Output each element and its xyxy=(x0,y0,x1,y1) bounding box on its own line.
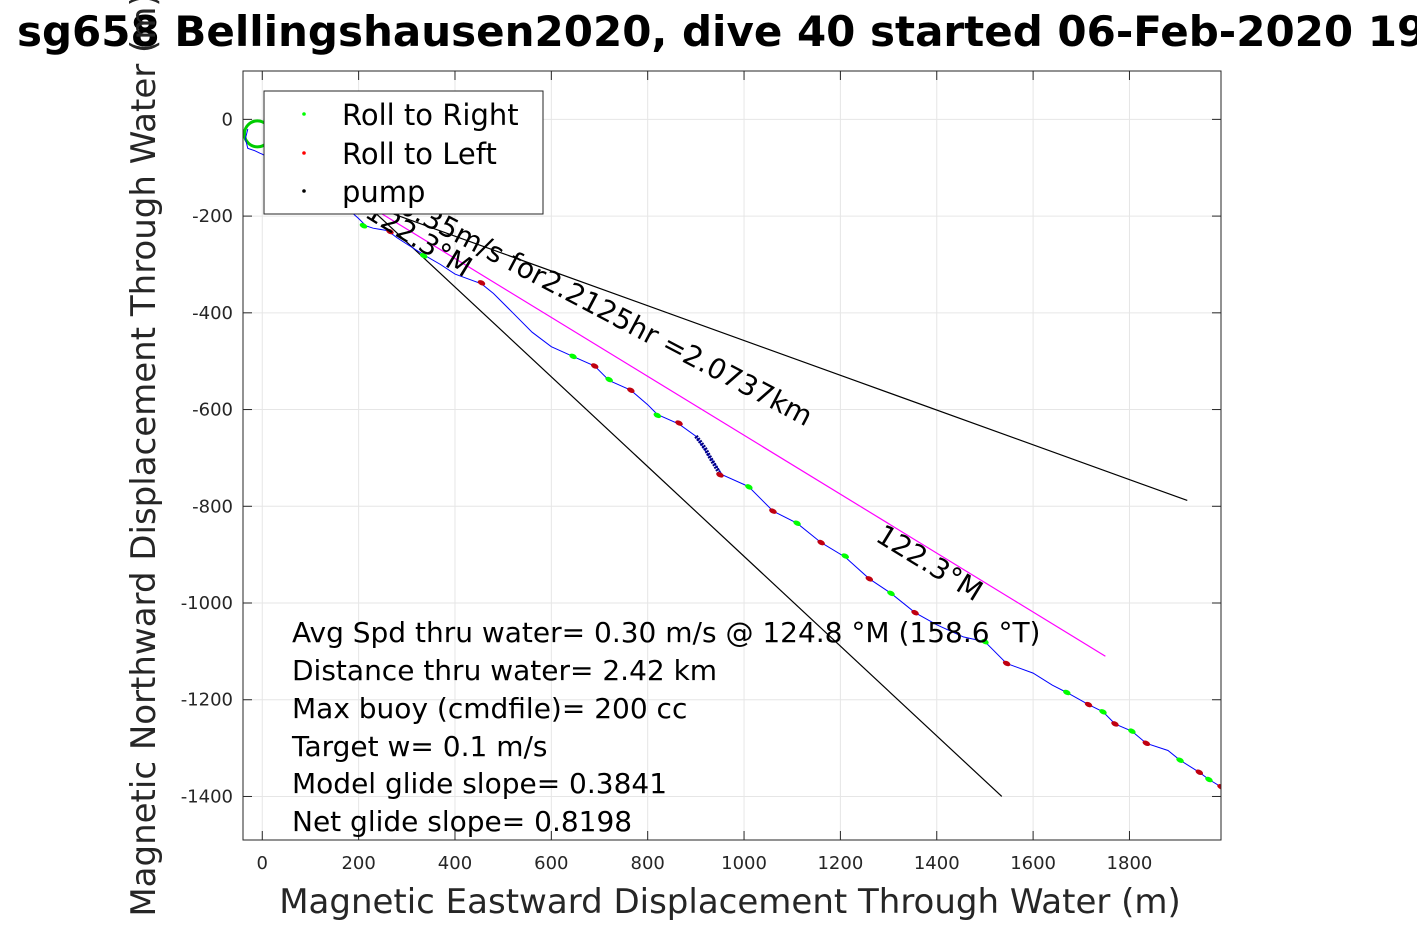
x-tick-label: 1400 xyxy=(914,853,960,874)
roll-left-point xyxy=(1195,769,1204,776)
annotation-line: Target w= 0.1 m/s xyxy=(291,730,548,763)
roll-left-point xyxy=(817,539,825,546)
x-axis-label: Magnetic Eastward Displacement Through W… xyxy=(279,882,1181,922)
roll-left-point xyxy=(716,472,724,478)
roll-left-point xyxy=(477,280,486,286)
roll-right-point xyxy=(1205,776,1213,783)
roll-left-point xyxy=(1111,721,1119,727)
pump-segment xyxy=(694,434,721,474)
legend-marker-roll-right xyxy=(302,112,306,116)
y-tick-label: -1000 xyxy=(181,593,233,614)
annotation-line: Model glide slope= 0.3841 xyxy=(292,767,667,800)
legend-label-roll-right: Roll to Right xyxy=(342,98,519,132)
roll-right-point xyxy=(569,353,577,360)
roll-left-point xyxy=(627,387,635,393)
x-tick-label: 0 xyxy=(257,853,268,874)
roll-left-point xyxy=(590,363,599,369)
plot-frame xyxy=(242,70,1222,841)
roll-left-point xyxy=(911,609,919,616)
roll-right-point xyxy=(745,484,753,490)
roll-right-point xyxy=(981,638,989,645)
x-tick-label: 1800 xyxy=(1107,853,1153,874)
current-line xyxy=(365,203,1188,502)
y-tick-label: 0 xyxy=(222,109,233,130)
y-tick-label: -400 xyxy=(192,303,233,324)
annotations: Avg Spd thru water= 0.30 m/s @ 124.8 °M … xyxy=(291,616,1040,838)
annotation-line: Max buoy (cmdfile)= 200 cc xyxy=(292,692,687,725)
legend-label-roll-left: Roll to Left xyxy=(342,137,497,171)
legend-label-pump: pump xyxy=(342,175,425,209)
chart-title: sg658 Bellingshausen2020, dive 40 starte… xyxy=(17,7,1417,56)
legend: Roll to Right Roll to Left pump xyxy=(263,90,544,215)
y-tick-label: -600 xyxy=(192,400,233,421)
roll-right-point xyxy=(841,553,849,559)
roll-right-point xyxy=(359,223,368,229)
y-tick-label: -1200 xyxy=(181,690,233,711)
x-tick-label: 1000 xyxy=(721,853,767,874)
x-tick-label: 200 xyxy=(341,853,375,874)
roll-right-point xyxy=(1176,757,1184,763)
y-tick-label: -1400 xyxy=(181,786,233,807)
roll-right-point xyxy=(1063,689,1071,696)
roll-right-point xyxy=(653,412,662,419)
roll-right-point xyxy=(605,376,613,383)
y-tick-label: -800 xyxy=(192,496,233,517)
x-tick-label: 400 xyxy=(438,853,472,874)
roll-right-point xyxy=(887,590,895,597)
roll-right-point xyxy=(1128,728,1136,734)
course-line xyxy=(365,203,1106,657)
legend-marker-pump xyxy=(302,189,306,193)
roll-right-point xyxy=(1099,709,1107,715)
x-tick-label: 1600 xyxy=(1010,853,1056,874)
x-tick-label: 600 xyxy=(534,853,568,874)
annotation-line: Distance thru water= 2.42 km xyxy=(292,654,717,687)
roll-left-point xyxy=(386,228,394,235)
y-tick-label: -200 xyxy=(192,206,233,227)
x-tick-label: 1200 xyxy=(817,853,863,874)
y-axis-label: Magnetic Northward Displacement Through … xyxy=(124,0,164,917)
roll-left-point xyxy=(865,576,874,582)
annotation-line: Avg Spd thru water= 0.30 m/s @ 124.8 °M … xyxy=(292,616,1040,649)
roll-left-point xyxy=(1217,784,1221,790)
roll-left-point xyxy=(675,420,683,426)
x-tick-label: 800 xyxy=(631,853,665,874)
roll-left-point xyxy=(1084,701,1093,708)
roll-right-point xyxy=(793,520,801,526)
annotation-line: Net glide slope= 0.8198 xyxy=(292,805,632,838)
legend-box xyxy=(263,90,544,215)
roll-left-point xyxy=(1002,660,1011,667)
roll-right-point xyxy=(419,252,428,259)
axis-ticks: 0 200 400 600 800 1000 1200 1400 1600 1800 0 -200 -4… xyxy=(181,71,1221,874)
roll-left-point xyxy=(769,508,777,514)
roll-left-point xyxy=(1142,740,1151,747)
glide-line xyxy=(365,203,1003,797)
legend-marker-roll-left xyxy=(302,151,306,155)
